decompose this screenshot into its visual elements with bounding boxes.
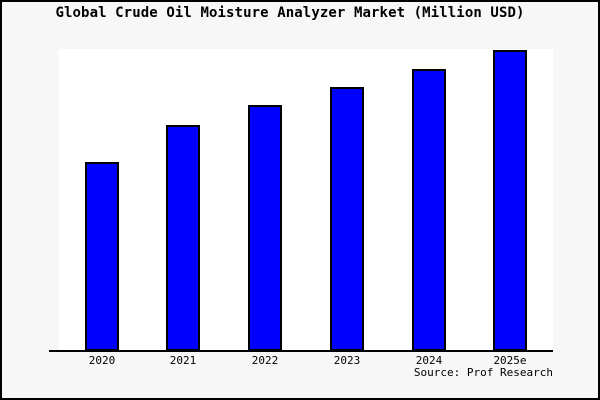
x-tick-2024: 2024 bbox=[415, 354, 443, 367]
bar-2020 bbox=[85, 162, 119, 351]
bar-2023 bbox=[330, 87, 364, 351]
plot-area bbox=[59, 49, 553, 351]
bar-2021 bbox=[166, 125, 200, 351]
source-text: Source: Prof Research bbox=[413, 366, 553, 379]
bar-2024 bbox=[412, 69, 446, 351]
x-tick-2021: 2021 bbox=[169, 354, 197, 367]
x-axis-line bbox=[49, 350, 553, 352]
bar-2025e bbox=[493, 50, 527, 351]
x-tick-2022: 2022 bbox=[251, 354, 279, 367]
bar-2022 bbox=[248, 105, 282, 351]
x-tick-2023: 2023 bbox=[333, 354, 361, 367]
x-tick-2025e: 2025e bbox=[493, 354, 527, 367]
chart-title: Global Crude Oil Moisture Analyzer Marke… bbox=[55, 5, 525, 21]
x-tick-2020: 2020 bbox=[88, 354, 116, 367]
